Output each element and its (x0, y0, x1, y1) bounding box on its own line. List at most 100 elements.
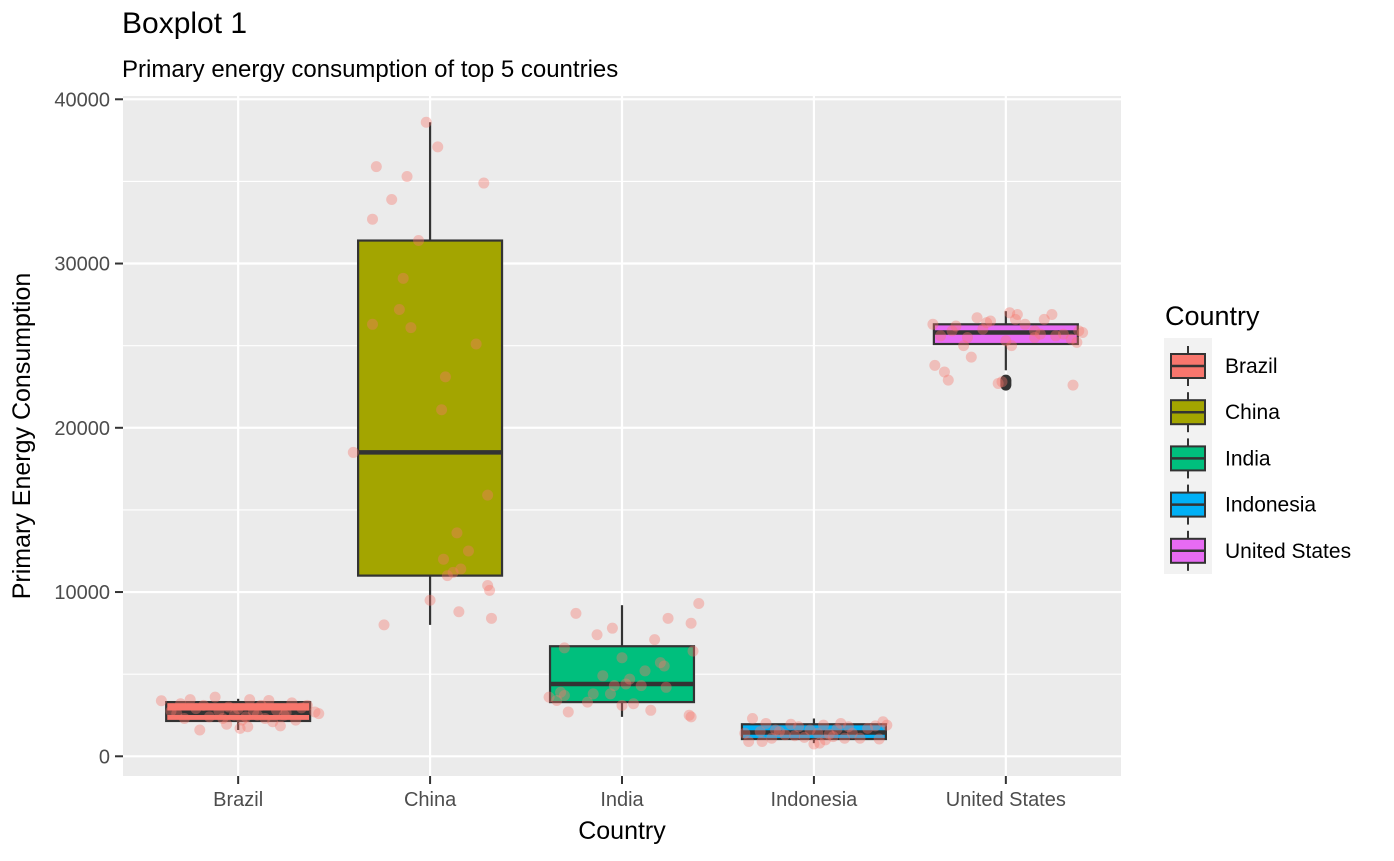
point-china (441, 570, 453, 582)
point-united-states (946, 325, 958, 337)
point-india (685, 617, 697, 629)
point-united-states (1038, 313, 1050, 325)
point-brazil (313, 708, 325, 720)
y-tick-label: 20000 (54, 418, 110, 440)
point-india (683, 709, 695, 721)
point-united-states (1006, 340, 1018, 352)
point-india (591, 629, 603, 641)
point-china (378, 619, 390, 631)
point-brazil (259, 713, 271, 725)
legend-label-united-states: United States (1225, 540, 1351, 563)
point-india (639, 665, 651, 677)
point-china (453, 606, 465, 618)
point-indonesia (754, 726, 766, 738)
point-brazil (236, 714, 248, 726)
point-united-states (938, 366, 950, 378)
point-united-states (1034, 328, 1046, 340)
point-indonesia (760, 717, 772, 729)
y-tick-label: 10000 (54, 582, 110, 604)
point-indonesia (854, 732, 866, 744)
point-brazil (267, 716, 279, 728)
point-united-states (977, 323, 989, 335)
point-india (604, 688, 616, 700)
point-india (616, 699, 628, 711)
point-china (485, 612, 497, 624)
point-india (597, 670, 609, 682)
point-brazil (171, 708, 183, 720)
point-united-states (981, 317, 993, 329)
point-united-states (961, 331, 973, 343)
point-china (397, 272, 409, 284)
point-china (482, 579, 494, 591)
point-united-states (935, 330, 947, 342)
point-brazil (228, 709, 240, 721)
point-brazil (278, 709, 290, 721)
point-united-states (1057, 328, 1069, 340)
point-china (367, 318, 378, 330)
point-india (581, 696, 593, 708)
point-united-states (1065, 333, 1077, 345)
point-united-states (1046, 308, 1058, 320)
point-india (645, 704, 657, 716)
point-brazil (155, 695, 167, 707)
point-indonesia (827, 731, 839, 743)
point-united-states (1000, 335, 1012, 347)
point-china (413, 235, 425, 247)
point-united-states (992, 377, 1004, 389)
point-brazil (190, 703, 202, 715)
point-united-states (1019, 318, 1031, 330)
point-china (401, 170, 413, 182)
chart-title: Boxplot 1 (122, 7, 247, 40)
point-india (693, 598, 705, 610)
point-india (660, 681, 672, 693)
point-china (482, 489, 494, 501)
legend-label-brazil: Brazil (1225, 355, 1278, 378)
jitter-points (155, 116, 1089, 750)
point-united-states (1050, 330, 1062, 342)
legend-label-india: India (1225, 447, 1271, 470)
y-tick-label: 30000 (54, 254, 110, 276)
point-india (616, 652, 628, 664)
point-india (687, 645, 699, 657)
x-tick-label: China (404, 789, 457, 811)
y-tick-label: 40000 (54, 89, 110, 111)
point-united-states (927, 318, 939, 330)
point-china (436, 404, 448, 416)
point-brazil (184, 694, 196, 706)
point-indonesia (798, 731, 810, 743)
point-united-states (1004, 307, 1016, 319)
legend-label-indonesia: Indonesia (1225, 494, 1316, 517)
point-china (420, 116, 432, 128)
point-india (570, 607, 582, 619)
point-china (470, 338, 482, 350)
point-china (432, 141, 444, 153)
point-indonesia (823, 728, 835, 740)
point-china (386, 193, 398, 205)
point-united-states (1011, 308, 1023, 320)
point-china (393, 304, 405, 316)
point-united-states (929, 359, 941, 371)
point-indonesia (814, 737, 826, 749)
point-india (685, 711, 697, 723)
point-brazil (209, 691, 221, 703)
point-india (608, 680, 620, 692)
legend-title: Country (1165, 301, 1260, 331)
boxes (165, 122, 1079, 744)
y-tick-label: 0 (99, 746, 110, 768)
point-india (543, 691, 555, 703)
point-brazil (217, 713, 229, 725)
point-united-states (958, 340, 970, 352)
point-china (447, 566, 459, 578)
point-brazil (244, 694, 256, 706)
point-indonesia (819, 734, 831, 746)
legend-label-china: China (1225, 401, 1280, 424)
point-india (620, 678, 632, 690)
chart-subtitle: Primary energy consumption of top 5 coun… (122, 56, 618, 83)
point-indonesia (770, 724, 782, 736)
point-indonesia (842, 721, 854, 733)
point-china (455, 563, 467, 575)
point-indonesia (869, 720, 881, 732)
point-brazil (309, 706, 321, 718)
point-china (424, 594, 436, 606)
point-indonesia (773, 726, 785, 738)
